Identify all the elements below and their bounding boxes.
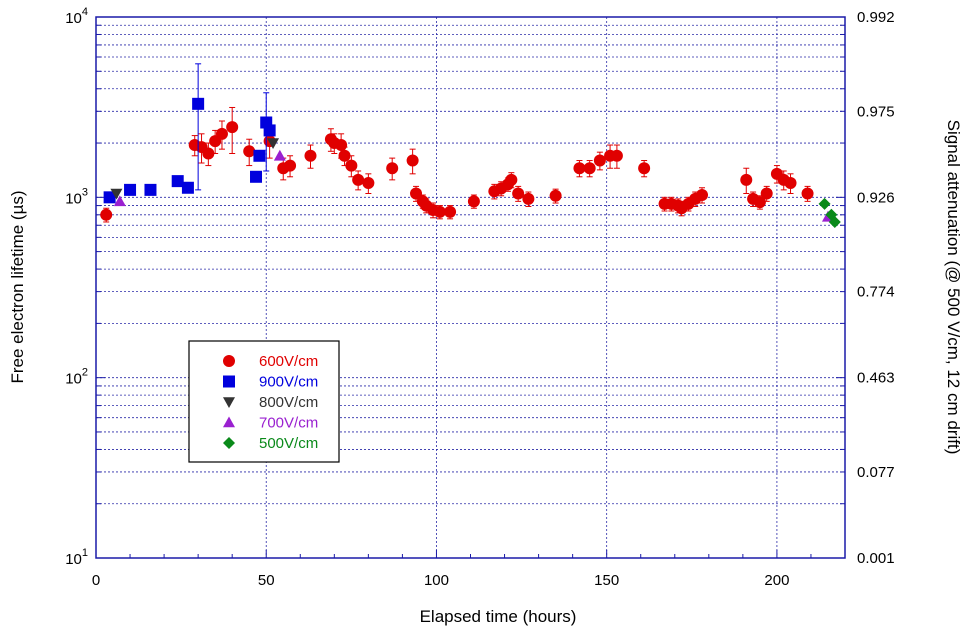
legend-marker [223, 437, 235, 449]
legend-label: 700V/cm [259, 415, 318, 432]
x-tick-label: 200 [764, 572, 789, 589]
data-point [696, 189, 709, 202]
y2-axis-title: Signal attenuation (@ 500 V/cm, 12 cm dr… [944, 120, 963, 455]
data-point [304, 149, 317, 162]
data-point [753, 196, 766, 209]
data-point [512, 187, 525, 200]
data-point [263, 124, 276, 137]
y2-tick-label: 0.463 [857, 370, 895, 387]
legend-label: 600V/cm [259, 353, 318, 370]
x-tick-label: 0 [92, 572, 100, 589]
data-point [740, 173, 753, 186]
data-point [818, 197, 831, 210]
data-point [467, 195, 480, 208]
y2-tick-label: 0.926 [857, 189, 895, 206]
series-700v-cm [113, 149, 834, 222]
plot-frame [95, 16, 846, 559]
data-point [352, 173, 365, 186]
series-600v-cm [100, 106, 814, 223]
data-point [444, 205, 457, 218]
y-tick-label: 104 [65, 6, 88, 27]
data-point [638, 162, 651, 175]
data-point [583, 162, 596, 175]
y-axis-title: Free electron lifetime (µs) [8, 190, 27, 383]
data-point [113, 195, 126, 207]
data-point [243, 145, 256, 158]
data-point [250, 170, 263, 183]
series-900v-cm [103, 63, 276, 204]
data-point [386, 162, 399, 175]
data-point [338, 149, 351, 162]
data-point [202, 147, 215, 160]
legend-marker [223, 375, 235, 388]
data-point [410, 187, 423, 200]
data-point [267, 138, 280, 150]
legend: 600V/cm 900V/cm 800V/cm 700V/cm 500V/cm [188, 340, 340, 463]
data-point [284, 159, 297, 172]
data-point [253, 149, 266, 162]
data-point [110, 188, 123, 200]
data-point [406, 154, 419, 167]
data-point [345, 159, 358, 172]
legend-marker [223, 355, 235, 367]
data-point [760, 187, 773, 200]
data-point [784, 177, 797, 190]
data-point [181, 181, 194, 194]
y2-tick-label: 0.774 [857, 284, 895, 301]
data-point [124, 183, 137, 196]
data-point [226, 121, 239, 134]
y-tick-label: 102 [65, 367, 88, 388]
legend-marker [223, 397, 235, 408]
legend-box [188, 340, 340, 463]
y-tick-label: 103 [65, 186, 88, 207]
data-point [335, 139, 348, 152]
y-tick-label: 101 [65, 547, 88, 568]
data-point [801, 187, 814, 200]
data-points [100, 63, 841, 228]
data-point [522, 192, 535, 205]
data-point [593, 154, 606, 167]
data-point [273, 149, 286, 161]
data-point [433, 205, 446, 218]
data-point [610, 149, 623, 162]
series-500v-cm [818, 197, 841, 228]
data-point [573, 162, 586, 175]
data-point [144, 183, 157, 196]
series-800v-cm [110, 138, 280, 200]
data-point [362, 177, 375, 190]
x-tick-label: 100 [424, 572, 449, 589]
y2-tick-label: 0.001 [857, 550, 895, 567]
x-tick-label: 50 [258, 572, 275, 589]
data-point [215, 127, 228, 140]
legend-label: 500V/cm [259, 435, 318, 452]
legend-label: 900V/cm [259, 374, 318, 391]
data-point [100, 208, 113, 221]
y2-tick-label: 0.975 [857, 103, 895, 120]
x-axis-title: Elapsed time (hours) [420, 607, 577, 626]
y2-tick-label: 0.077 [857, 464, 895, 481]
legend-label: 800V/cm [259, 394, 318, 411]
data-point [828, 215, 841, 228]
data-point [103, 191, 116, 204]
y2-tick-label: 0.992 [857, 9, 895, 26]
legend-marker [223, 416, 235, 428]
grid [96, 17, 845, 558]
axis-ticks: 0 50 100 150 200 101 102 103 104 0.992 0.975 0.926 0… [65, 6, 894, 589]
data-point [171, 175, 184, 188]
x-tick-label: 150 [594, 572, 619, 589]
data-point [505, 173, 518, 186]
data-point [192, 97, 205, 110]
data-point [549, 189, 562, 202]
